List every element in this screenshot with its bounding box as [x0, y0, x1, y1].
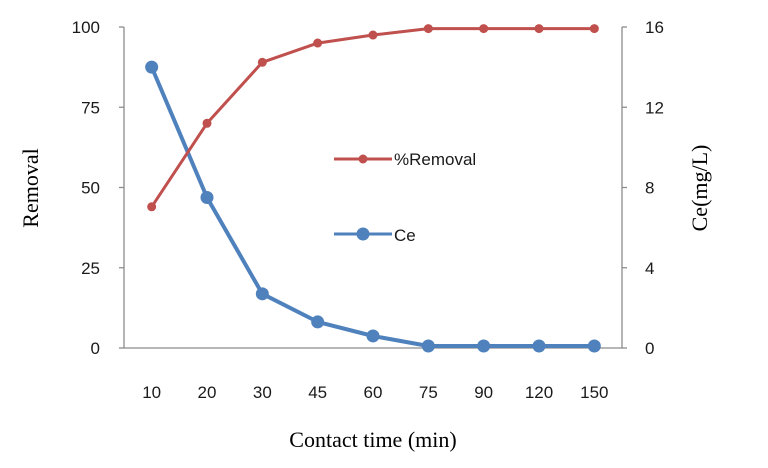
- x-tick-label: 45: [308, 383, 327, 402]
- right-tick-label: 12: [645, 98, 664, 117]
- data-point-removal: [589, 24, 599, 34]
- legend-entry-ce: Ce: [334, 226, 416, 245]
- legend-label-ce: Ce: [394, 226, 416, 245]
- data-point-ce: [200, 191, 214, 205]
- x-tick-label: 150: [580, 383, 608, 402]
- data-point-removal: [147, 202, 157, 212]
- left-tick-label: 25: [81, 259, 100, 278]
- legend-marker-ce: [356, 227, 370, 241]
- right-axis-ticks: 0 4 8 12 16: [622, 18, 664, 358]
- data-point-removal: [534, 24, 544, 34]
- left-axis-ticks: 0 25 50 75 100: [72, 18, 124, 358]
- data-point-removal: [368, 30, 378, 40]
- data-point-removal: [479, 24, 489, 34]
- right-tick-label: 16: [645, 18, 664, 37]
- legend-entry-removal: %Removal: [334, 150, 476, 169]
- left-tick-label: 100: [72, 18, 100, 37]
- data-point-ce: [255, 287, 269, 301]
- x-axis-ticks: 10 20 30 45 60 75 90 120 150: [142, 383, 608, 402]
- x-tick-label: 20: [198, 383, 217, 402]
- series-removal: [147, 24, 599, 212]
- data-point-ce: [532, 339, 546, 353]
- right-tick-label: 8: [645, 179, 654, 198]
- data-point-ce: [145, 60, 159, 74]
- x-tick-label: 30: [253, 383, 272, 402]
- left-axis-title: Removal: [18, 148, 43, 227]
- left-tick-label: 0: [91, 339, 100, 358]
- series-line-removal: [150, 27, 595, 208]
- left-tick-label: 50: [81, 179, 100, 198]
- x-tick-label: 10: [142, 383, 161, 402]
- data-point-removal: [202, 118, 212, 128]
- legend: %Removal Ce: [334, 150, 476, 245]
- x-tick-label: 90: [474, 383, 493, 402]
- data-point-ce: [477, 339, 491, 353]
- x-axis-title: Contact time (min): [289, 427, 456, 452]
- data-point-ce: [366, 329, 380, 343]
- x-tick-label: 75: [419, 383, 438, 402]
- series-ce: [145, 60, 601, 353]
- data-point-ce: [421, 339, 435, 353]
- plot-area: [123, 27, 623, 349]
- right-tick-label: 4: [645, 259, 654, 278]
- x-tick-label: 60: [364, 383, 383, 402]
- right-tick-label: 0: [645, 339, 654, 358]
- x-tick-label: 120: [525, 383, 553, 402]
- right-axis-title: Ce(mg/L): [687, 145, 712, 232]
- series-layer: [145, 24, 601, 353]
- data-point-removal: [257, 57, 267, 67]
- legend-marker-removal: [358, 154, 368, 164]
- data-point-removal: [313, 38, 323, 48]
- data-point-removal: [423, 24, 433, 34]
- legend-label-removal: %Removal: [394, 150, 476, 169]
- data-point-ce: [587, 339, 601, 353]
- data-point-ce: [311, 315, 325, 329]
- left-tick-label: 75: [81, 98, 100, 117]
